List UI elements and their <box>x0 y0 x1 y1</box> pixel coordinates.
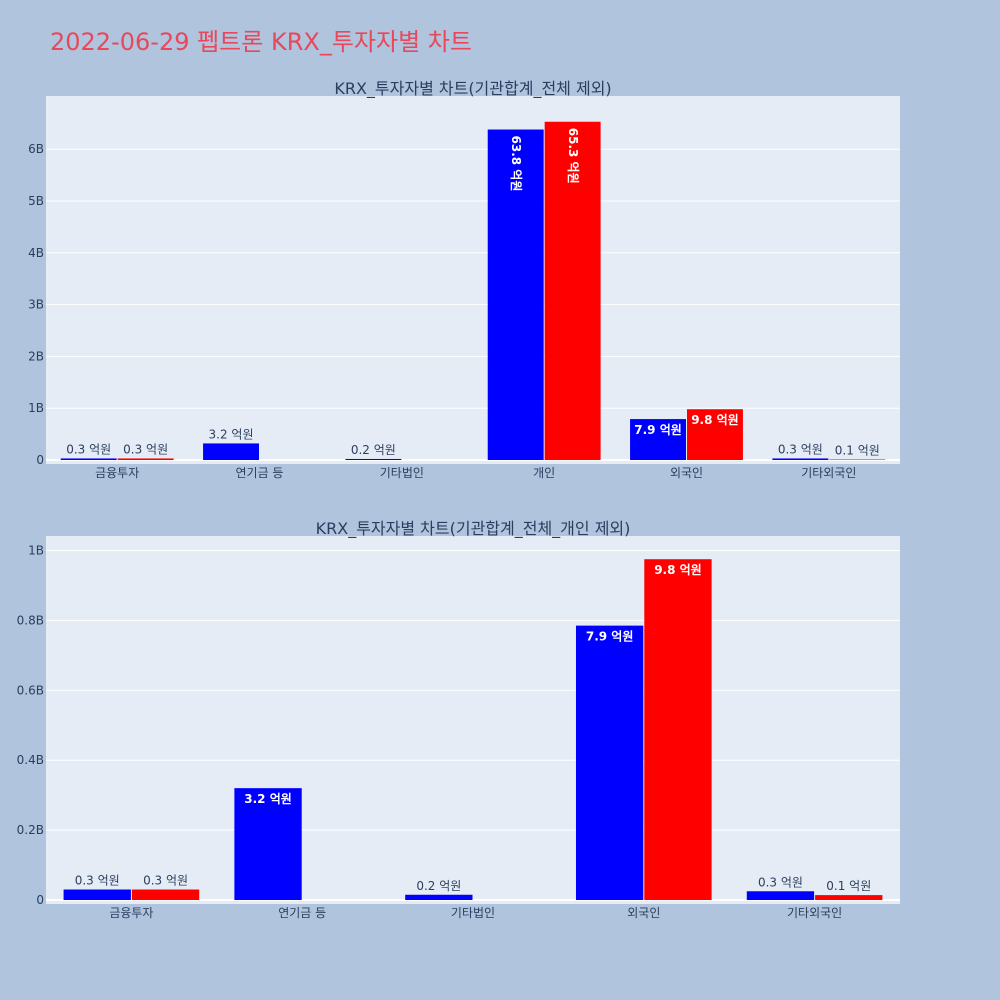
bar <box>131 889 200 900</box>
bar <box>60 458 117 460</box>
bar <box>815 895 883 900</box>
x-tick-label: 기타외국인 <box>801 466 856 480</box>
bar <box>487 129 544 460</box>
bar <box>630 419 686 460</box>
data-label: 63.8 억원 <box>509 136 523 192</box>
data-label: 0.1 억원 <box>835 443 880 457</box>
y-tick-label: 0.2B <box>17 823 44 837</box>
bar <box>544 121 601 460</box>
bar <box>772 458 829 460</box>
y-tick-label: 6B <box>28 142 44 156</box>
bar <box>575 625 644 900</box>
x-tick-label: 기타외국인 <box>787 906 842 920</box>
y-tick-label: 0.8B <box>17 613 44 627</box>
y-tick-label: 0.4B <box>17 753 44 767</box>
data-label: 3.2 억원 <box>244 792 292 806</box>
x-tick-label: 연기금 등 <box>278 906 326 920</box>
y-tick-label: 1B <box>28 401 44 415</box>
data-label: 0.2 억원 <box>416 879 461 893</box>
y-tick-label: 5B <box>28 194 44 208</box>
figure-title: 2022-06-29 펩트론 KRX_투자자별 차트 <box>50 28 472 56</box>
bar <box>203 443 259 460</box>
plot-area <box>46 96 900 464</box>
x-tick-label: 금융투자 <box>109 906 153 920</box>
x-tick-label: 외국인 <box>627 906 660 920</box>
data-label: 0.2 억원 <box>351 443 396 457</box>
data-label: 0.3 억원 <box>778 442 823 456</box>
data-label: 0.3 억원 <box>66 442 111 456</box>
data-label: 0.3 억원 <box>758 875 803 889</box>
data-label: 0.3 억원 <box>75 874 120 888</box>
y-tick-label: 2B <box>28 349 44 363</box>
x-tick-label: 개인 <box>533 466 555 480</box>
bar <box>63 889 131 900</box>
data-label: 9.8 억원 <box>654 563 702 577</box>
plot-area <box>46 536 900 904</box>
data-label: 7.9 억원 <box>586 630 634 644</box>
data-label: 65.3 억원 <box>566 128 580 184</box>
bar <box>117 458 174 460</box>
data-label: 0.3 억원 <box>143 874 188 888</box>
y-tick-label: 0 <box>36 453 44 467</box>
data-label: 9.8 억원 <box>691 413 739 427</box>
bar <box>687 409 743 460</box>
bar <box>829 459 886 460</box>
data-label: 0.3 억원 <box>123 442 168 456</box>
data-label: 0.1 억원 <box>826 879 871 893</box>
x-tick-label: 외국인 <box>670 466 703 480</box>
bar <box>746 891 815 900</box>
data-label: 7.9 억원 <box>634 423 682 437</box>
x-tick-label: 연기금 등 <box>236 466 284 480</box>
bar <box>234 788 302 900</box>
bar <box>405 894 473 900</box>
y-tick-label: 1B <box>28 543 44 557</box>
x-tick-label: 금융투자 <box>95 466 139 480</box>
x-tick-label: 기타법인 <box>451 906 495 920</box>
chart-title: KRX_투자자별 차트(기관합계_전체_개인 제외) <box>316 519 631 539</box>
chart-top: KRX_투자자별 차트(기관합계_전체 제외) 0 1B 2B 3B 4B 5B 6B 금융투자… <box>28 79 900 480</box>
y-tick-label: 0.6B <box>17 683 44 697</box>
data-label: 3.2 억원 <box>209 427 254 441</box>
chart-title: KRX_투자자별 차트(기관합계_전체 제외) <box>334 79 611 99</box>
y-tick-label: 0 <box>36 893 44 907</box>
x-tick-label: 기타법인 <box>380 466 424 480</box>
y-tick-label: 4B <box>28 246 44 260</box>
bar <box>644 559 712 900</box>
chart-bottom: KRX_투자자별 차트(기관합계_전체_개인 제외) 0 0.2B 0.4B 0.6B 0… <box>17 519 900 920</box>
y-tick-label: 3B <box>28 298 44 312</box>
bar <box>345 458 402 460</box>
